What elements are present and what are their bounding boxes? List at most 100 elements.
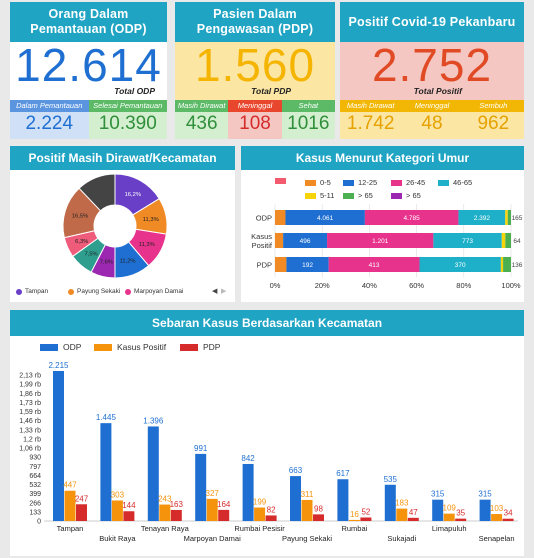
bar-0[interactable] bbox=[432, 499, 444, 521]
age-bar-segment[interactable] bbox=[501, 233, 506, 248]
bar-value-label: 199 bbox=[253, 498, 267, 507]
bar-1[interactable] bbox=[396, 508, 408, 521]
bar-2[interactable] bbox=[313, 514, 324, 521]
age-bar-segment[interactable] bbox=[286, 257, 329, 272]
legend-next-icon[interactable]: ▶ bbox=[221, 288, 227, 295]
age-bar-segment[interactable] bbox=[275, 233, 284, 248]
age-bar-segment[interactable] bbox=[283, 233, 328, 248]
legend-label: Tampan bbox=[25, 288, 49, 295]
donut-chart: 16,2% 11,3% 11,3% 11,2% 7,6%7,5% 6,3% 16,5% bbox=[62, 173, 168, 279]
bar-value-label: 315 bbox=[478, 490, 492, 499]
bar-2[interactable] bbox=[123, 511, 135, 521]
bar-0[interactable] bbox=[384, 484, 396, 521]
bar-2[interactable] bbox=[407, 517, 419, 521]
age-bar-segment[interactable] bbox=[505, 233, 511, 248]
odp-breakdown: Dalam Pemantauan 2.224 Selesai Pemantaua… bbox=[10, 100, 167, 139]
age-bar-segment[interactable] bbox=[500, 257, 504, 272]
bar-0[interactable] bbox=[53, 371, 64, 521]
age-bar-segment[interactable] bbox=[327, 233, 434, 248]
bar-1[interactable] bbox=[348, 519, 360, 521]
age-bar-segment[interactable] bbox=[507, 210, 511, 225]
age-bar-segment[interactable] bbox=[275, 257, 287, 272]
age-legend-item[interactable]: > 65 bbox=[391, 191, 421, 200]
bar-0[interactable] bbox=[290, 476, 301, 521]
bar-y-tick: 1,86 rb bbox=[19, 391, 41, 398]
bar-0[interactable] bbox=[100, 423, 112, 521]
bar-value-label: 34 bbox=[504, 509, 513, 518]
age-bar-segment[interactable] bbox=[433, 233, 502, 248]
bar-1[interactable] bbox=[491, 514, 503, 521]
age-bar-segment[interactable] bbox=[503, 257, 511, 272]
positif-sub-value: 962 bbox=[477, 113, 510, 134]
bar-2[interactable] bbox=[76, 504, 87, 521]
bar-0[interactable] bbox=[337, 479, 349, 521]
age-bar-segment[interactable] bbox=[364, 210, 459, 225]
bar-value-label: 35 bbox=[456, 509, 465, 518]
bar-value-label: 109 bbox=[443, 504, 457, 513]
donut-slice-label: 7,5% bbox=[85, 252, 98, 258]
age-bar-segment[interactable] bbox=[285, 210, 365, 225]
age-legend-item[interactable]: 0-5 bbox=[305, 178, 331, 187]
age-legend-item[interactable]: 46-65 bbox=[438, 178, 472, 187]
age-legend-item[interactable]: 12-25 bbox=[343, 178, 377, 187]
bar-1[interactable] bbox=[206, 498, 218, 521]
age-legend-item[interactable] bbox=[275, 178, 290, 184]
donut-slice-label: 7,6% bbox=[100, 259, 113, 265]
bar-y-tick: 664 bbox=[29, 473, 41, 480]
age-bar-segment[interactable] bbox=[328, 257, 420, 272]
bar-1[interactable] bbox=[301, 499, 313, 521]
donut-card-title: Positif Masih Dirawat/Kecamatan bbox=[10, 146, 235, 170]
bar-y-tick: 133 bbox=[29, 509, 41, 516]
donut-legend-item[interactable]: Tampan bbox=[16, 288, 48, 295]
bar-1[interactable] bbox=[64, 490, 76, 521]
age-bar-segment[interactable] bbox=[275, 210, 286, 225]
positif-sub-label: Meninggal bbox=[401, 100, 463, 112]
odp-card-title: Orang Dalam Pemantauan (ODP) bbox=[10, 2, 167, 42]
age-legend-item[interactable]: > 65 bbox=[343, 191, 373, 200]
bar-2[interactable] bbox=[455, 518, 467, 521]
bar-value-label: 183 bbox=[395, 499, 409, 508]
odp-sub-value: 10.390 bbox=[98, 113, 157, 134]
age-bar-segment[interactable] bbox=[505, 210, 508, 225]
age-bar-label: 165 bbox=[512, 215, 523, 222]
bar-0[interactable] bbox=[195, 453, 207, 521]
bar-0[interactable] bbox=[147, 426, 159, 521]
legend-label: > 65 bbox=[406, 191, 421, 200]
age-bar-segment[interactable] bbox=[458, 210, 506, 225]
bar-value-label: 2.215 bbox=[48, 361, 69, 370]
bar-y-tick: 1,06 rb bbox=[19, 446, 41, 453]
bar-y-tick: 399 bbox=[29, 491, 41, 498]
bar-0[interactable] bbox=[479, 499, 491, 521]
age-bar-segment[interactable] bbox=[419, 257, 501, 272]
legend-swatch bbox=[16, 288, 22, 295]
legend-prev-icon[interactable]: ◀ bbox=[212, 288, 218, 295]
age-legend-item[interactable]: 5-11 bbox=[305, 191, 334, 200]
bar-legend-item[interactable]: PDP bbox=[180, 342, 220, 352]
bar-category-label: Limapuluh bbox=[432, 524, 467, 533]
donut-legend-item[interactable]: Payung Sekaki bbox=[68, 288, 120, 295]
donut-legend-item[interactable]: Marpoyan Damai bbox=[125, 288, 184, 295]
legend-label: 12-25 bbox=[358, 178, 378, 187]
bar-legend-item[interactable]: ODP bbox=[40, 342, 81, 352]
bar-y-tick: 2,13 rb bbox=[19, 373, 41, 380]
pdp-total-label: Total PDP bbox=[251, 86, 291, 96]
bar-1[interactable] bbox=[254, 507, 266, 521]
donut-slice[interactable] bbox=[78, 173, 116, 212]
age-legend-item[interactable]: 26-45 bbox=[391, 178, 425, 187]
age-x-tick: 0% bbox=[270, 281, 281, 290]
bar-2[interactable] bbox=[502, 518, 514, 521]
bar-0[interactable] bbox=[242, 463, 254, 521]
bar-1[interactable] bbox=[159, 504, 171, 521]
bar-1[interactable] bbox=[443, 513, 455, 521]
bar-legend-item[interactable]: Kasus Positif bbox=[94, 342, 166, 352]
bar-2[interactable] bbox=[360, 517, 372, 521]
bar-2[interactable] bbox=[265, 515, 277, 521]
pdp-sehat: Sehat 1016 bbox=[281, 100, 335, 139]
age-bar-label: 192 bbox=[302, 262, 313, 269]
odp-total-label: Total ODP bbox=[114, 86, 155, 96]
bar-2[interactable] bbox=[218, 509, 230, 521]
bar-value-label: 98 bbox=[314, 504, 323, 513]
bar-y-tick: 930 bbox=[29, 455, 41, 462]
bar-1[interactable] bbox=[111, 500, 123, 521]
bar-2[interactable] bbox=[170, 509, 182, 521]
